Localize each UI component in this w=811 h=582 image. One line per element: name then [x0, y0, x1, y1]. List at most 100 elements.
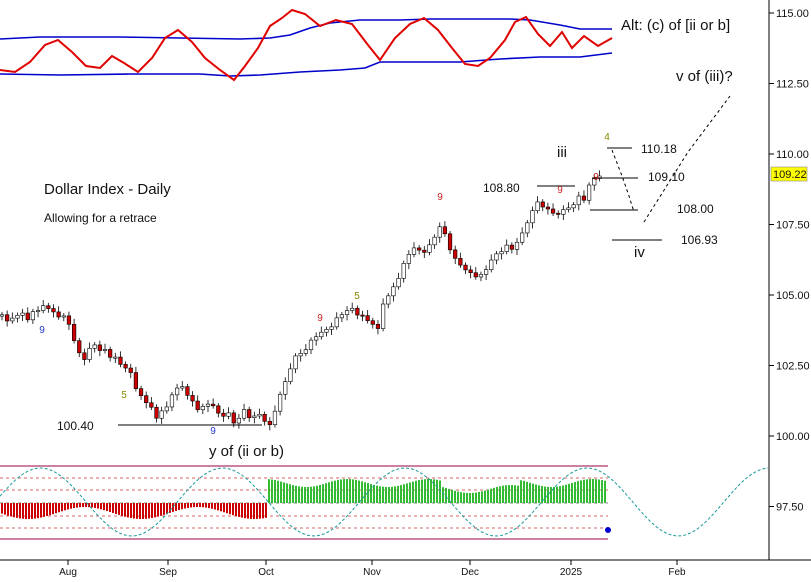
candle-body — [277, 393, 283, 412]
candle-body — [25, 312, 30, 321]
count-marker: 9 — [210, 426, 216, 437]
candle-body — [329, 326, 334, 330]
candle-body — [169, 394, 175, 408]
candle-body — [118, 356, 123, 365]
count-marker: 9 — [557, 185, 563, 196]
candle-body — [386, 295, 391, 305]
candle-body — [77, 340, 82, 354]
candlestick-series — [0, 170, 602, 431]
y-tick-label: 115.00 — [776, 8, 809, 20]
candle-body — [133, 372, 139, 389]
wave-annotations: 110.18 109.10 108.80 108.00 106.93 100.40 iii i… — [39, 17, 732, 460]
candle-body — [417, 247, 422, 251]
candle-body — [102, 349, 108, 351]
level-label: 106.93 — [681, 233, 718, 247]
candle-body — [432, 236, 437, 246]
candle-body — [221, 412, 226, 417]
candle-body — [550, 208, 556, 214]
level-label: 108.80 — [483, 181, 520, 195]
wave-label: iii — [557, 144, 567, 161]
candle-body — [200, 406, 205, 411]
candle-body — [41, 305, 46, 311]
candle-body — [15, 315, 20, 319]
count-marker: 5 — [354, 291, 360, 302]
bottom-cycle-panel — [0, 465, 769, 540]
count-marker: 5 — [121, 390, 127, 401]
candle-body — [375, 324, 381, 329]
candle-body — [149, 402, 154, 408]
candle-body — [185, 386, 190, 396]
projection-path-iv — [611, 149, 635, 213]
candle-body — [514, 241, 520, 250]
candle-body — [509, 244, 514, 250]
candle-body — [473, 272, 478, 278]
y-tick-label: 110.00 — [776, 149, 809, 161]
candle-body — [159, 410, 164, 419]
candle-body — [483, 269, 489, 275]
upper-band-line — [0, 18, 612, 40]
count-marker: 9 — [593, 172, 599, 183]
candle-body — [144, 395, 149, 404]
level-label: 100.40 — [57, 419, 94, 433]
candle-body — [252, 415, 257, 418]
candle-body — [5, 314, 10, 322]
candle-body — [226, 412, 231, 417]
y-tick-label: 100.00 — [776, 431, 810, 443]
candle-body — [406, 254, 411, 264]
candle-body — [478, 274, 484, 278]
candle-body — [35, 310, 41, 313]
candle-body — [211, 403, 216, 407]
candle-body — [293, 355, 298, 370]
last-price-label: 109.22 — [773, 169, 807, 181]
candle-body — [46, 305, 51, 309]
candle-body — [262, 413, 267, 422]
candle-body — [231, 412, 236, 424]
x-tick-label: Oct — [258, 567, 274, 578]
candle-body — [463, 264, 468, 271]
candle-body — [138, 388, 144, 396]
candle-body — [458, 258, 463, 266]
x-tick-label: Nov — [363, 567, 381, 578]
candle-body — [20, 312, 25, 316]
candle-body — [571, 204, 576, 209]
cycle-projection-line — [0, 467, 769, 537]
candle-body — [489, 259, 494, 270]
candle-body — [370, 320, 375, 325]
candle-body — [97, 344, 102, 351]
candle-body — [108, 349, 113, 358]
candle-body — [288, 368, 293, 382]
candle-body — [561, 209, 566, 215]
candle-body — [365, 315, 370, 321]
candle-body — [241, 409, 247, 419]
candle-body — [314, 336, 319, 341]
oscillator-line — [0, 8, 613, 82]
candle-body — [216, 405, 221, 414]
candle-body — [267, 421, 272, 426]
x-tick-label: Aug — [59, 567, 77, 578]
x-tick-label: Sep — [159, 567, 177, 578]
candle-body — [205, 403, 211, 407]
y-tick-label: 107.50 — [776, 220, 810, 232]
candle-body — [113, 356, 118, 359]
candle-body — [427, 244, 432, 253]
candle-body — [504, 244, 509, 252]
candle-body — [447, 233, 453, 251]
candle-body — [190, 395, 195, 402]
candle-body — [61, 315, 66, 318]
candle-body — [344, 310, 350, 316]
chart-title: Dollar Index - Daily — [44, 181, 171, 198]
candle-body — [247, 409, 252, 418]
level-label: 109.10 — [648, 170, 685, 184]
y-tick-label: 112.50 — [776, 79, 809, 91]
candle-body — [0, 314, 5, 317]
candle-body — [401, 263, 406, 279]
candle-body — [30, 311, 36, 321]
candle-body — [272, 410, 278, 426]
level-label: 108.00 — [677, 202, 714, 216]
y-tick-label: 105.00 — [776, 290, 810, 302]
candle-body — [411, 247, 417, 255]
candle-body — [566, 207, 571, 210]
candle-body — [72, 324, 77, 341]
candle-body — [442, 226, 448, 235]
candle-body — [494, 253, 499, 261]
